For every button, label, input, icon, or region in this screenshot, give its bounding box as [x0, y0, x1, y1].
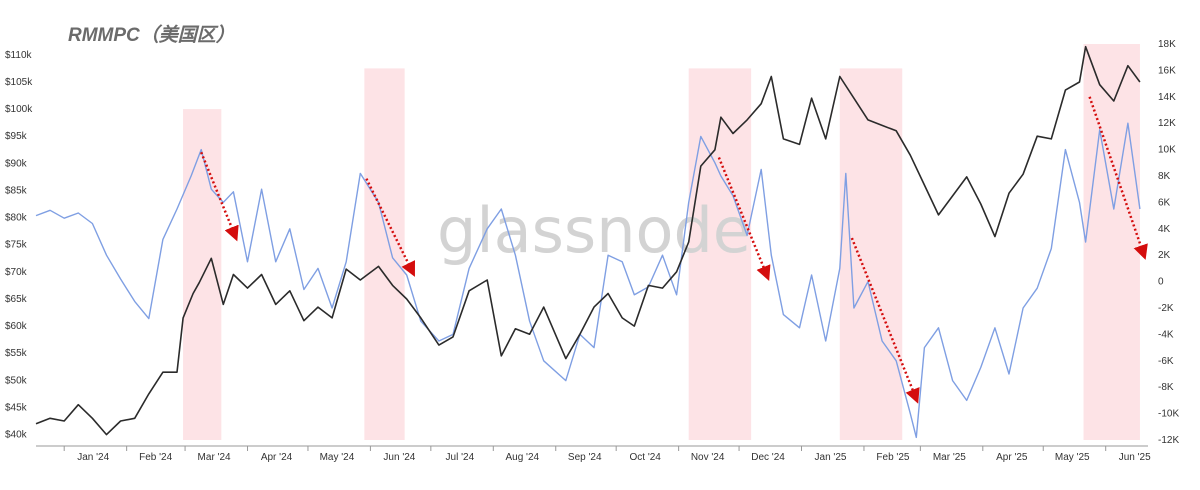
x-tick-label: Nov '24	[691, 452, 725, 463]
highlight-band-5	[1083, 44, 1140, 440]
x-tick-label: Jan '24	[77, 452, 109, 463]
left-tick-label: $65k	[5, 294, 28, 305]
x-tick-label: Jun '24	[383, 452, 415, 463]
right-tick-label: 6K	[1158, 197, 1171, 208]
left-tick-label: $45k	[5, 402, 28, 413]
trend-arrow-1	[200, 151, 239, 242]
trend-arrow-4	[850, 237, 920, 404]
left-tick-label: $80k	[5, 213, 28, 224]
left-tick-label: $85k	[5, 185, 28, 196]
left-tick-label: $90k	[5, 158, 28, 169]
right-tick-label: -4K	[1158, 329, 1174, 340]
trend-arrow-3	[717, 157, 771, 281]
left-tick-label: $105k	[5, 77, 33, 88]
right-tick-label: 18K	[1158, 39, 1176, 50]
left-tick-label: $100k	[5, 104, 33, 115]
x-tick-label: Feb '24	[139, 452, 172, 463]
x-tick-label: Apr '24	[261, 452, 293, 463]
right-tick-label: 16K	[1158, 65, 1176, 76]
right-tick-label: -6K	[1158, 356, 1174, 367]
right-tick-label: 2K	[1158, 250, 1171, 261]
price-series-line	[35, 45, 1141, 436]
x-tick-label: May '24	[320, 452, 355, 463]
right-tick-label: 10K	[1158, 145, 1176, 156]
x-tick-label: Jun '25	[1119, 452, 1151, 463]
right-axis: -12K -10K -8K -6K -4K -2K 0 2K 4K 6K 8K 10K 12K 14K 16…	[1158, 39, 1179, 446]
right-tick-label: -10K	[1158, 409, 1179, 420]
right-tick-label: 14K	[1158, 92, 1176, 103]
right-tick-label: 0	[1158, 277, 1164, 288]
highlight-band-4	[839, 68, 903, 441]
left-tick-label: $55k	[5, 348, 28, 359]
highlight-bands	[183, 44, 1140, 441]
right-tick-label: 12K	[1158, 118, 1176, 129]
trend-arrow-2	[365, 178, 416, 277]
x-tick-label: Jul '24	[446, 452, 475, 463]
watermark: glassnode	[437, 194, 751, 267]
left-tick-label: $60k	[5, 321, 28, 332]
trend-arrows	[200, 96, 1148, 404]
left-tick-label: $95k	[5, 131, 28, 142]
left-tick-label: $110k	[5, 50, 33, 61]
left-axis: $40k $45k $50k $55k $60k $65k $70k $75k $80k $85k…	[5, 50, 33, 441]
right-tick-label: -12K	[1158, 435, 1179, 446]
x-tick-label: Dec '24	[751, 452, 785, 463]
x-tick-label: May '25	[1055, 452, 1090, 463]
right-tick-label: -2K	[1158, 303, 1174, 314]
left-tick-label: $40k	[5, 430, 28, 441]
x-tick-label: Aug '24	[505, 452, 539, 463]
chart-title: RMMPC（美国区）	[68, 24, 235, 46]
x-axis: Jan '24 Feb '24 Mar '24 Apr '24 May '24 Jun '…	[36, 445, 1151, 463]
right-tick-label: -8K	[1158, 382, 1174, 393]
rmmpc-series-line	[35, 122, 1141, 439]
x-tick-label: Oct '24	[629, 452, 661, 463]
x-tick-label: Feb '25	[876, 452, 909, 463]
left-tick-label: $50k	[5, 375, 28, 386]
right-tick-label: 8K	[1158, 171, 1171, 182]
x-tick-label: Mar '25	[933, 452, 966, 463]
right-tick-label: 4K	[1158, 224, 1171, 235]
x-tick-label: Mar '24	[198, 452, 231, 463]
trend-arrow-5	[1088, 96, 1148, 260]
series-lines	[35, 45, 1141, 439]
x-tick-label: Jan '25	[815, 452, 847, 463]
x-tick-label: Apr '25	[996, 452, 1028, 463]
x-tick-label: Sep '24	[568, 452, 602, 463]
highlight-band-2	[364, 68, 405, 441]
left-tick-label: $70k	[5, 267, 28, 278]
highlight-band-3	[688, 68, 752, 441]
left-tick-label: $75k	[5, 240, 28, 251]
